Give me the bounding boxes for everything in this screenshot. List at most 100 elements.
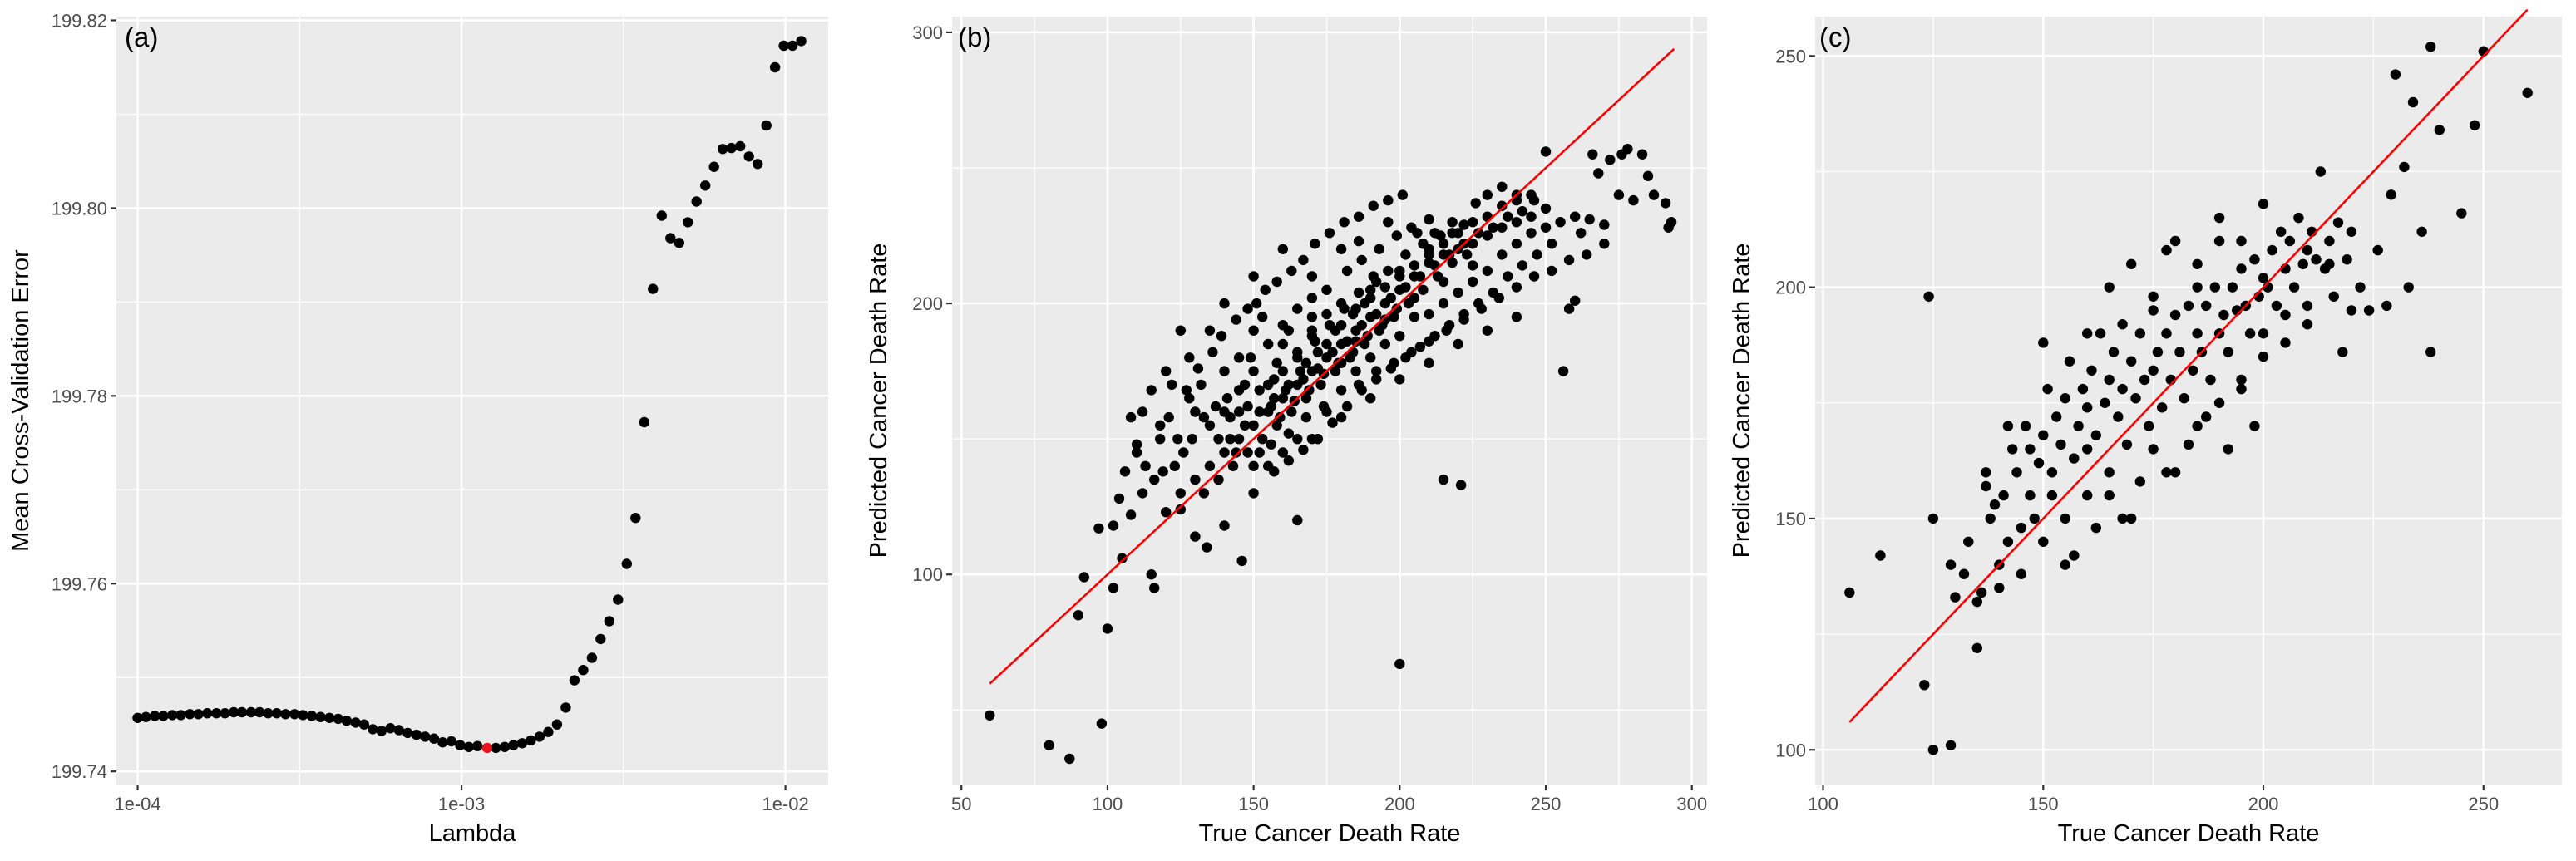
data-point	[350, 717, 361, 728]
data-point	[1919, 680, 1930, 691]
data-point	[2293, 212, 2304, 224]
data-point	[985, 710, 995, 721]
data-point	[1511, 217, 1522, 228]
data-point	[2157, 402, 2168, 413]
data-point	[2276, 226, 2287, 237]
data-point	[1149, 474, 1160, 485]
data-point	[1306, 293, 1318, 303]
data-point	[2090, 522, 2101, 534]
data-point	[306, 711, 318, 721]
data-point	[2407, 96, 2419, 108]
data-point	[1503, 211, 1513, 222]
data-point	[2302, 300, 2313, 312]
data-point	[141, 711, 151, 722]
data-point	[1488, 287, 1499, 298]
data-point	[1356, 254, 1367, 266]
data-point	[2108, 347, 2120, 357]
data-point	[385, 723, 396, 734]
data-point	[2060, 393, 2070, 404]
data-point	[2090, 430, 2101, 440]
data-point	[1394, 331, 1405, 342]
data-point	[1438, 276, 1449, 288]
data-point	[1482, 211, 1493, 222]
data-point	[1365, 284, 1376, 295]
y-tick-label: 300	[912, 22, 943, 43]
data-point	[1277, 338, 1289, 350]
data-point	[2425, 347, 2436, 357]
data-point	[341, 716, 353, 726]
data-point	[674, 238, 684, 248]
data-point	[1149, 583, 1160, 593]
data-point	[1125, 411, 1137, 423]
data-point	[1277, 393, 1289, 404]
data-point	[2051, 411, 2062, 422]
data-point	[2144, 421, 2154, 431]
data-point	[1227, 460, 1239, 471]
data-point	[1263, 379, 1274, 391]
y-tick-label: 250	[1775, 46, 1806, 66]
data-point	[1622, 144, 1633, 155]
data-point	[1927, 745, 1939, 755]
data-point	[1327, 347, 1338, 357]
data-point	[1093, 523, 1104, 534]
data-point	[1292, 303, 1303, 314]
data-point	[2434, 125, 2445, 135]
data-point	[2016, 568, 2026, 579]
data-point	[2213, 235, 2225, 247]
data-point	[2169, 235, 2181, 247]
data-point	[1242, 447, 1253, 458]
data-point	[769, 61, 781, 73]
data-point	[1350, 336, 1361, 347]
data-point	[1190, 531, 1201, 542]
data-point	[1283, 379, 1295, 391]
data-point	[1263, 338, 1274, 350]
y-tick-label: 199.78	[52, 386, 107, 406]
data-point	[735, 140, 746, 152]
panel-c-tag: (c)	[1819, 22, 1851, 52]
data-point	[1239, 420, 1251, 430]
data-point	[1414, 342, 1426, 352]
data-point	[2205, 374, 2216, 386]
data-point	[1628, 194, 1639, 206]
data-point	[333, 713, 343, 725]
data-point	[1379, 282, 1391, 293]
data-point	[315, 711, 326, 722]
data-point	[1394, 374, 1405, 385]
data-point	[1409, 260, 1420, 271]
data-point	[1192, 363, 1204, 374]
data-point	[1540, 146, 1552, 157]
data-point	[2025, 490, 2036, 501]
data-point	[1613, 189, 1625, 200]
data-point	[1269, 393, 1280, 404]
data-point	[1184, 352, 1195, 363]
data-point	[1213, 434, 1224, 445]
y-tick-label: 199.80	[52, 198, 107, 219]
data-point	[1216, 331, 1227, 342]
panel-b-background	[952, 17, 1707, 785]
data-point	[1379, 338, 1391, 350]
data-point	[718, 144, 728, 155]
data-point	[2046, 490, 2058, 501]
data-point	[1394, 271, 1405, 282]
data-point	[1198, 488, 1210, 499]
data-point	[1563, 254, 1575, 266]
data-point	[1190, 406, 1201, 417]
data-point	[2117, 319, 2128, 330]
data-point	[1511, 239, 1522, 249]
data-point	[1503, 271, 1513, 282]
data-point	[1353, 211, 1364, 222]
data-point	[1146, 385, 1157, 396]
data-point	[1526, 211, 1537, 222]
data-point	[1945, 559, 1957, 570]
data-point	[2002, 536, 2014, 547]
data-point	[1400, 352, 1411, 363]
data-point	[2188, 365, 2198, 376]
panel-a-y-axis-title: Mean Cross-Validation Error	[7, 249, 34, 552]
data-point	[2183, 300, 2194, 312]
panel-a-axis-ticks: 1e-04 1e-03 1e-02 199.74 199.76 199.78 199.80 1…	[52, 11, 809, 814]
data-point	[2038, 430, 2049, 440]
data-point	[1365, 293, 1376, 303]
data-point	[2095, 328, 2106, 339]
data-point	[1563, 303, 1575, 314]
data-point	[1254, 447, 1265, 458]
